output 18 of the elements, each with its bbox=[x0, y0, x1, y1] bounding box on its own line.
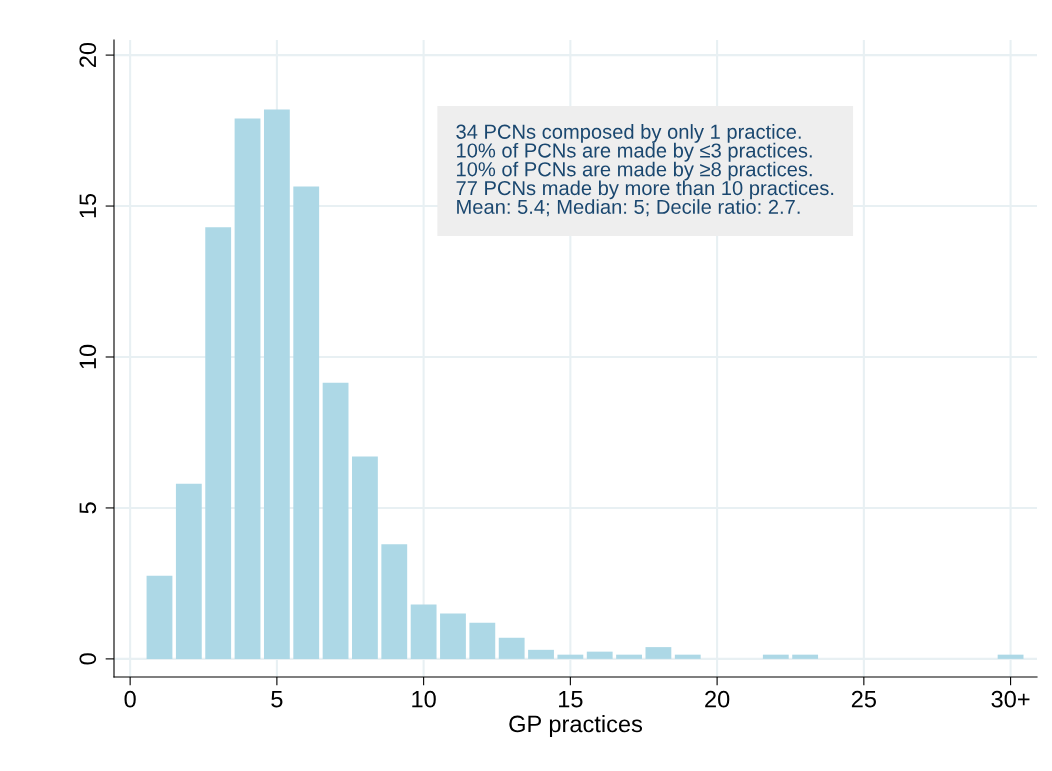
x-tick-label: 20 bbox=[705, 690, 730, 708]
annotation: 77 PCNs made by more than 10 practices. bbox=[456, 180, 834, 200]
y-tick-label: 0 bbox=[79, 653, 97, 665]
annotation: 10% of PCNs are made by ≥8 practices. bbox=[457, 161, 812, 181]
annotation: Mean: 5.4; Median: 5; Decile ratio: 2.7. bbox=[457, 199, 800, 217]
x-tick-label: 25 bbox=[851, 690, 876, 708]
y-tick-label: 10 bbox=[79, 344, 97, 369]
y-tick-label: 20 bbox=[79, 42, 97, 68]
annotation: 34 PCNs composed by only 1 practice. bbox=[456, 124, 801, 143]
x-tick-label: 5 bbox=[271, 691, 283, 708]
y-tick-label: 5 bbox=[79, 502, 97, 514]
x-tick-label: 30+ bbox=[991, 690, 1030, 708]
x-tick-label: 0 bbox=[124, 690, 136, 708]
x-axis-title: GP practices bbox=[509, 714, 643, 737]
annotation: 10% of PCNs are made by ≤3 practices. bbox=[457, 142, 812, 162]
y-tick-label: 15 bbox=[79, 193, 97, 218]
x-tick-label: 10 bbox=[412, 690, 436, 708]
x-tick-label: 15 bbox=[559, 691, 583, 708]
